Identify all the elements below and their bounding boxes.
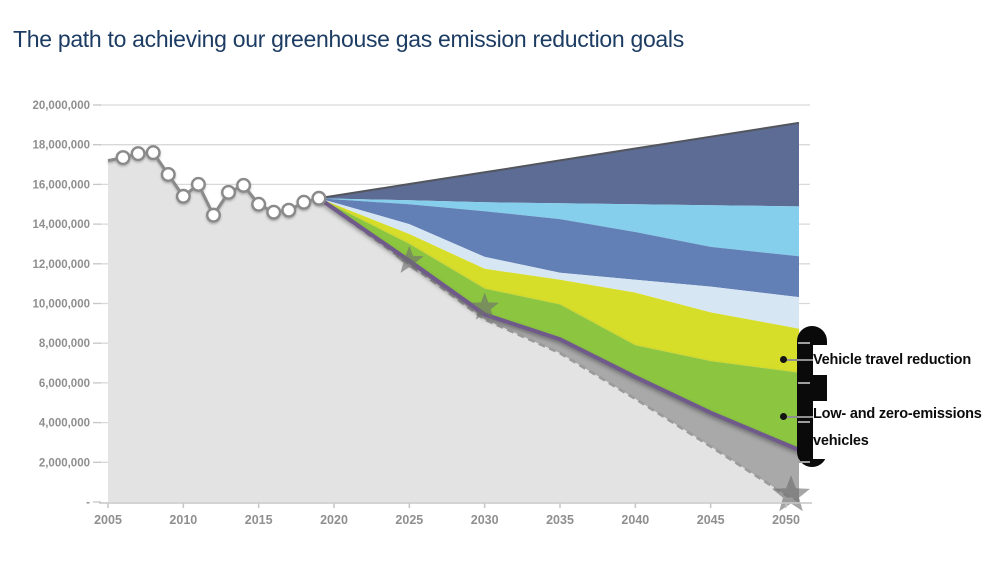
band-green — [318, 198, 799, 450]
x-tick-label: 2025 — [395, 513, 423, 527]
label-low-zero-emission-vehicles: Low- and zero-emissions vehicles — [813, 401, 1000, 459]
historical-marker — [160, 166, 176, 182]
x-tick-label: 2040 — [621, 513, 649, 527]
y-tick-label: 4,000,000 — [39, 418, 90, 430]
historical-marker — [221, 184, 237, 200]
y-tick-label: 6,000,000 — [39, 378, 90, 390]
business-as-usual-line — [318, 121, 800, 200]
historical-marker — [205, 207, 221, 223]
dashed-target-line — [318, 197, 800, 503]
x-tick-label: 2030 — [471, 513, 499, 527]
x-tick-label: 2020 — [320, 513, 348, 527]
y-tick-label: 2,000,000 — [39, 457, 90, 469]
final-goal-star-2050 — [772, 475, 810, 512]
y-tick-label: 10,000,000 — [32, 299, 90, 311]
page-title: The path to achieving our greenhouse gas… — [13, 26, 684, 52]
x-tick-label: 2010 — [169, 513, 197, 527]
y-tick-label: 12,000,000 — [32, 259, 90, 271]
leader-dot — [780, 413, 787, 420]
historical-marker — [175, 188, 191, 204]
x-tick-label: 2035 — [546, 513, 574, 527]
leader-line — [785, 416, 813, 418]
historical-marker — [281, 202, 297, 218]
label-vehicle-travel-reduction: Vehicle travel reduction — [813, 345, 999, 375]
y-tick-label: 18,000,000 — [32, 140, 90, 152]
gridline-stub — [798, 461, 810, 463]
historical-and-goal-area — [108, 152, 799, 502]
historical-marker — [236, 177, 252, 193]
gridline-stub — [798, 382, 810, 384]
band-light-blue — [318, 198, 799, 257]
gridline-stub — [798, 421, 810, 423]
band-pale-blue — [318, 198, 799, 329]
historical-marker — [190, 176, 206, 192]
historical-marker — [296, 194, 312, 210]
interim-goal-star-2030 — [470, 292, 499, 320]
band-dark-slate — [318, 122, 799, 207]
y-tick-label: 14,000,000 — [32, 219, 90, 231]
historical-emissions-line — [107, 145, 327, 223]
y-tick-label: 8,000,000 — [39, 338, 90, 350]
y-tick-label: - — [86, 497, 90, 509]
band-yellow — [318, 198, 799, 373]
historical-marker — [145, 145, 161, 161]
y-tick-label: 20,000,000 — [32, 100, 90, 112]
goal-path-line — [317, 196, 800, 452]
historical-marker — [251, 196, 267, 212]
x-tick-label: 2015 — [245, 513, 273, 527]
historical-marker — [130, 146, 146, 162]
gridline-stub — [798, 342, 810, 344]
x-tick-label: 2005 — [94, 513, 122, 527]
band-medium-blue — [318, 198, 799, 298]
x-tick-label: 2050 — [772, 513, 800, 527]
interim-goal-star-2025 — [395, 245, 424, 273]
historical-marker — [115, 150, 131, 166]
historical-marker — [311, 190, 327, 206]
historical-marker — [266, 204, 282, 220]
x-tick-label: 2045 — [697, 513, 725, 527]
x-axis: 2005 2010 2015 2020 2025 2030 2035 2040 2045 2050 — [94, 502, 812, 527]
leader-line — [785, 359, 813, 361]
y-tick-label: 16,000,000 — [32, 179, 90, 191]
leader-dot — [780, 356, 787, 363]
